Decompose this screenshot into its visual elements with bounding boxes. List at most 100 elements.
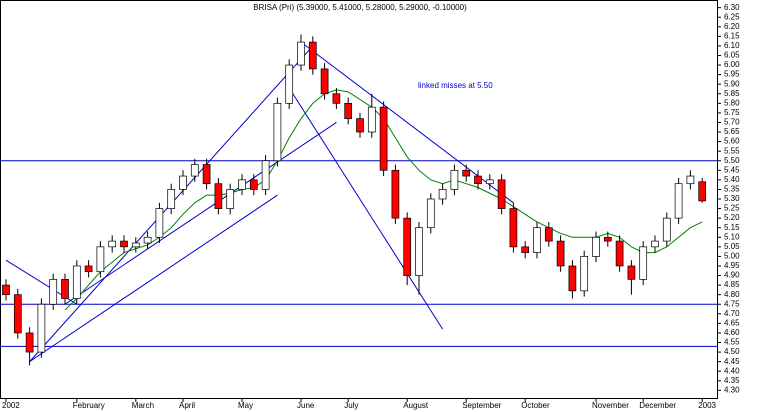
x-tick-label: April xyxy=(179,401,195,410)
candle-body xyxy=(415,227,423,276)
y-tick-label: 5.10 xyxy=(724,232,740,241)
y-tick-label: 5.85 xyxy=(724,89,740,98)
y-tick-label: 4.90 xyxy=(724,271,740,280)
y-tick-label: 6.00 xyxy=(724,60,740,69)
candle-body xyxy=(214,183,223,209)
y-tick-label: 5.30 xyxy=(724,194,740,203)
y-tick-label: 5.75 xyxy=(724,108,740,117)
y-tick-label: 4.85 xyxy=(724,280,740,289)
candle-body xyxy=(627,265,636,280)
x-tick-label: October xyxy=(521,401,550,410)
y-tick-label: 4.70 xyxy=(724,309,740,318)
candle-body xyxy=(603,236,612,242)
x-tick-label: November xyxy=(592,401,629,410)
y-tick-label: 4.30 xyxy=(724,385,740,394)
candle-body xyxy=(533,227,541,253)
chart-title: BRISA (Pri) (5.39000, 5.41000, 5.28000, … xyxy=(253,3,467,12)
y-tick-label: 6.15 xyxy=(724,31,740,40)
candle-body xyxy=(155,208,164,238)
candle-body xyxy=(674,183,683,219)
y-tick-label: 4.60 xyxy=(724,328,740,337)
candle-body xyxy=(108,240,117,248)
y-tick-label: 4.50 xyxy=(724,347,740,356)
candle-body xyxy=(639,246,648,280)
y-tick-label: 5.25 xyxy=(724,204,740,213)
trend-line xyxy=(64,122,337,305)
y-tick-label: 4.65 xyxy=(724,318,740,327)
candle-body xyxy=(426,198,435,229)
candle-body xyxy=(698,181,707,202)
candle-body xyxy=(474,175,482,185)
trend-line xyxy=(288,87,444,330)
candle-body xyxy=(13,294,22,334)
x-tick-label: February xyxy=(73,401,105,410)
candle-body xyxy=(49,279,58,305)
candle-body xyxy=(320,68,329,95)
y-tick-label: 4.40 xyxy=(724,366,740,375)
y-tick-label: 5.15 xyxy=(724,223,740,232)
candle-body xyxy=(273,102,282,162)
candle-body xyxy=(84,265,93,273)
x-tick-label: 2002 xyxy=(2,401,20,410)
candle-body xyxy=(662,217,671,242)
candle-body xyxy=(285,64,294,104)
x-tick-label: August xyxy=(403,401,429,410)
candle-body xyxy=(25,332,34,353)
candle-body xyxy=(120,240,128,248)
candle-body xyxy=(261,160,270,190)
candle-body xyxy=(367,106,376,133)
y-tick-label: 6.20 xyxy=(724,22,740,31)
y-tick-label: 5.40 xyxy=(724,175,740,184)
candle-body xyxy=(544,227,553,242)
y-tick-label: 5.80 xyxy=(724,98,740,107)
candle-body xyxy=(580,256,589,292)
y-tick-label: 4.35 xyxy=(724,376,740,385)
candle-body xyxy=(651,240,659,248)
candle-body xyxy=(190,164,199,177)
y-tick-label: 5.00 xyxy=(724,252,740,261)
candle-body xyxy=(450,169,459,190)
candle-body xyxy=(356,118,364,133)
y-tick-label: 5.50 xyxy=(724,156,740,165)
y-tick-label: 4.55 xyxy=(724,338,740,347)
candle-body xyxy=(226,189,235,209)
x-tick-label: September xyxy=(462,401,501,410)
candle-body xyxy=(308,41,317,70)
x-tick-label: 2003 xyxy=(698,401,716,410)
candle-body xyxy=(615,240,624,267)
y-tick-label: 5.90 xyxy=(724,79,740,88)
candle-body xyxy=(167,189,176,209)
y-tick-label: 5.55 xyxy=(724,146,740,155)
y-tick-label: 5.95 xyxy=(724,70,740,79)
candle-body xyxy=(61,279,69,299)
y-tick-label: 5.65 xyxy=(724,127,740,136)
y-tick-label: 5.05 xyxy=(724,242,740,251)
y-tick-label: 5.70 xyxy=(724,118,740,127)
candle-body xyxy=(509,208,518,248)
y-tick-label: 5.45 xyxy=(724,165,740,174)
candle-body xyxy=(2,284,10,296)
annotation: linked misses at 5.50 xyxy=(418,81,493,90)
candle-body xyxy=(332,93,341,104)
x-tick-label: March xyxy=(132,401,154,410)
candle-body xyxy=(131,242,140,248)
candle-body xyxy=(403,217,412,276)
plot-frame xyxy=(0,0,718,399)
candle-body xyxy=(485,179,494,185)
candle-body xyxy=(556,240,565,267)
candle-body xyxy=(72,265,81,299)
candle-body xyxy=(143,236,152,244)
y-tick-label: 4.80 xyxy=(724,290,740,299)
y-tick-label: 4.45 xyxy=(724,357,740,366)
candle-body xyxy=(344,102,353,119)
x-tick-label: June xyxy=(297,401,315,410)
candle-body xyxy=(568,265,577,292)
candle-body xyxy=(379,106,388,171)
candle-body xyxy=(96,246,105,273)
y-tick-label: 6.05 xyxy=(724,51,740,60)
candle-body xyxy=(391,169,400,219)
y-tick-label: 5.60 xyxy=(724,137,740,146)
candle-body xyxy=(438,189,447,200)
